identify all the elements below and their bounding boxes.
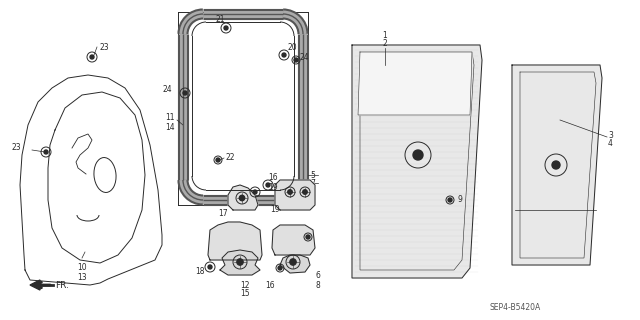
Text: 10: 10 — [77, 263, 87, 273]
Text: 5: 5 — [310, 171, 315, 180]
Circle shape — [303, 190, 307, 194]
Circle shape — [183, 91, 187, 95]
Circle shape — [44, 150, 48, 154]
Circle shape — [294, 58, 298, 62]
Text: 4: 4 — [608, 140, 613, 148]
Circle shape — [552, 161, 560, 169]
Circle shape — [224, 26, 228, 30]
Polygon shape — [358, 52, 472, 115]
Polygon shape — [512, 65, 602, 265]
Text: 22: 22 — [225, 154, 234, 163]
Polygon shape — [272, 225, 315, 255]
Text: 15: 15 — [240, 289, 250, 298]
Text: 14: 14 — [165, 123, 175, 132]
Text: 23: 23 — [100, 43, 109, 52]
Text: 19: 19 — [268, 182, 278, 191]
Circle shape — [278, 266, 282, 270]
Polygon shape — [30, 280, 40, 290]
Text: 3: 3 — [608, 131, 613, 140]
Text: 6: 6 — [315, 270, 320, 279]
Polygon shape — [352, 45, 482, 278]
Polygon shape — [208, 222, 262, 260]
Text: SEP4-B5420A: SEP4-B5420A — [490, 303, 541, 313]
Circle shape — [237, 259, 243, 265]
Text: 19: 19 — [270, 205, 280, 214]
Circle shape — [290, 259, 296, 265]
Circle shape — [208, 265, 212, 269]
Text: 21: 21 — [215, 15, 225, 25]
Text: 11: 11 — [166, 114, 175, 123]
Text: 1: 1 — [383, 30, 387, 39]
Text: 24: 24 — [300, 53, 310, 62]
Text: 20: 20 — [288, 44, 298, 52]
Circle shape — [216, 158, 220, 162]
Text: 16: 16 — [265, 281, 275, 290]
Text: 24: 24 — [163, 85, 172, 94]
Circle shape — [282, 53, 286, 57]
Text: 23: 23 — [12, 143, 22, 153]
Circle shape — [239, 195, 244, 201]
Text: 8: 8 — [315, 281, 320, 290]
Circle shape — [306, 235, 310, 239]
Text: 13: 13 — [77, 274, 87, 283]
Text: 2: 2 — [383, 39, 387, 49]
Text: 9: 9 — [458, 196, 463, 204]
Circle shape — [413, 150, 423, 160]
Text: 12: 12 — [240, 281, 250, 290]
Polygon shape — [280, 255, 310, 273]
Text: 17: 17 — [218, 209, 228, 218]
Circle shape — [90, 55, 94, 59]
Polygon shape — [228, 185, 258, 210]
Polygon shape — [220, 250, 260, 275]
Polygon shape — [275, 180, 315, 210]
Text: 16: 16 — [268, 172, 278, 181]
Circle shape — [288, 190, 292, 194]
Circle shape — [448, 198, 452, 202]
Text: FR.: FR. — [55, 281, 69, 290]
Text: 7: 7 — [310, 180, 315, 188]
Text: 18: 18 — [195, 268, 205, 276]
Circle shape — [253, 190, 257, 194]
Circle shape — [266, 183, 270, 187]
